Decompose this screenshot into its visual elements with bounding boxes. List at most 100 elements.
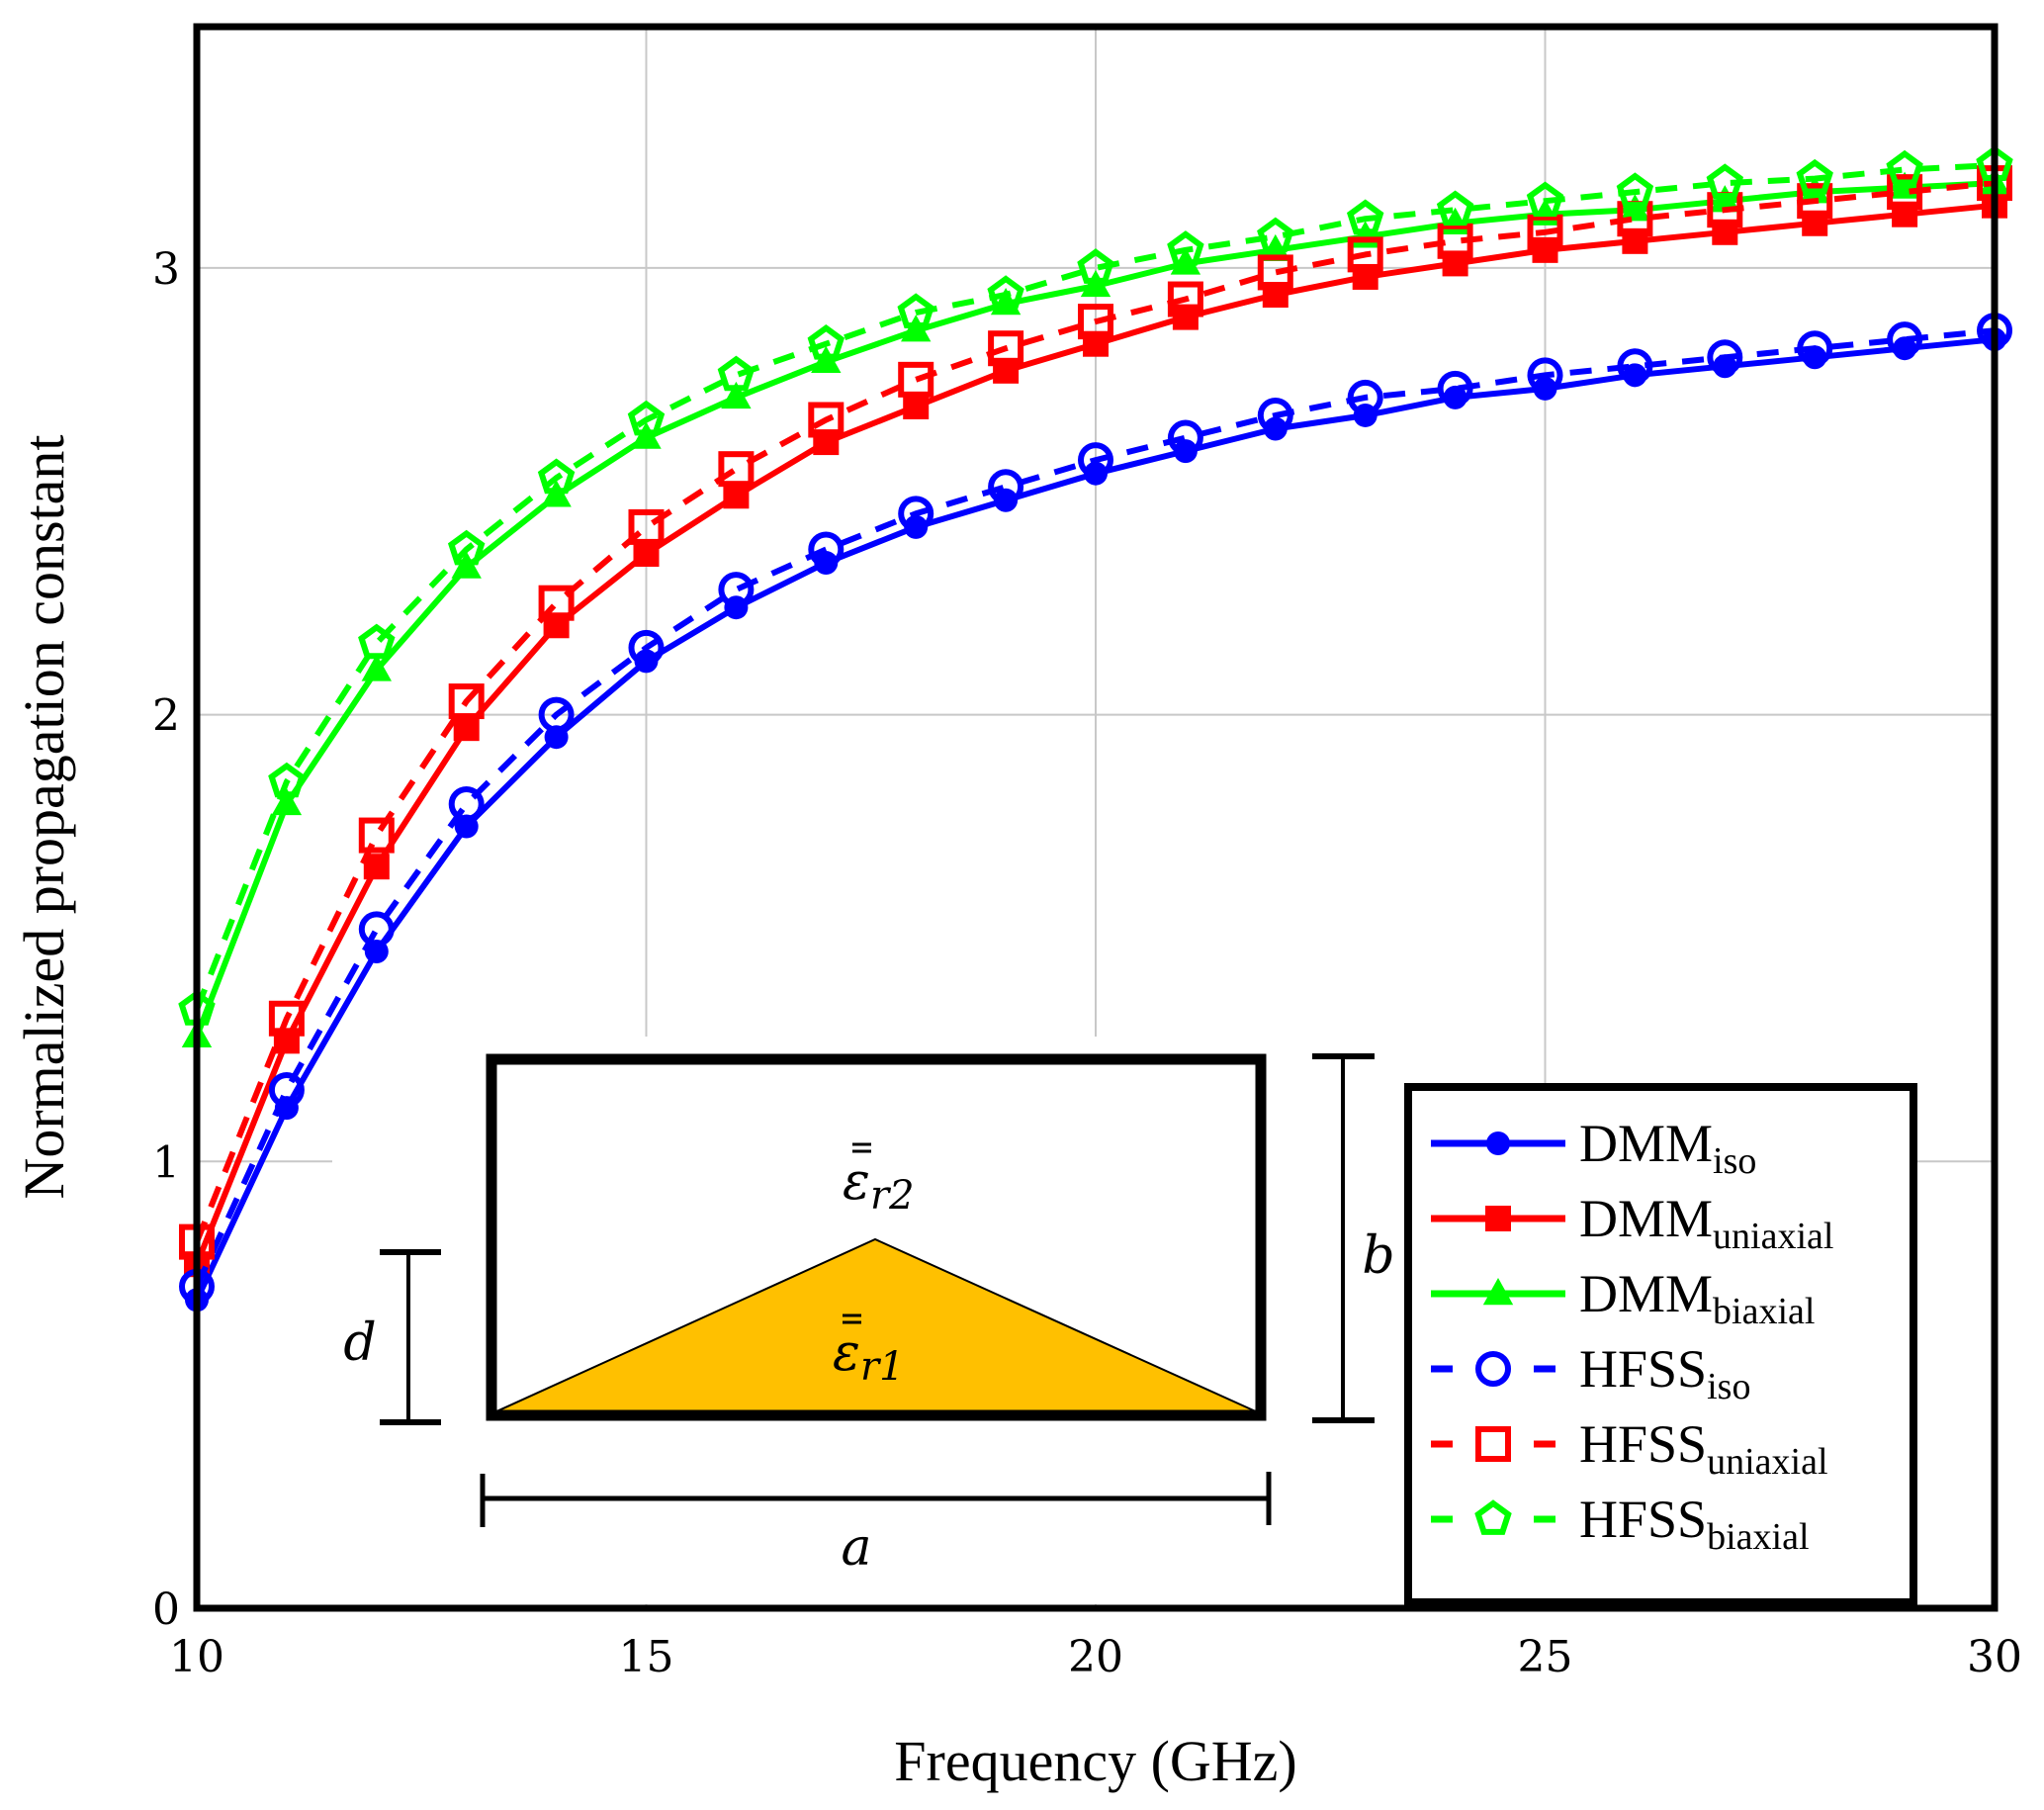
data-point: [1077, 248, 1114, 284]
svg-text:r2: r2: [870, 1173, 915, 1219]
y-tick-label: 2: [152, 691, 180, 742]
data-point: [1172, 304, 1199, 330]
data-point: [1887, 321, 1923, 358]
tick-labels: 10 15 20 25 30 0 1 2 3: [152, 244, 2022, 1682]
legend-label-subscript: uniaxial: [1713, 1216, 1833, 1257]
series-hfss-iso: [179, 313, 2012, 1305]
series-layer: [178, 145, 2013, 1312]
data-point: [538, 585, 575, 621]
series-line: [194, 327, 1996, 1289]
data-point: [1347, 379, 1383, 415]
y-tick-label: 1: [152, 1137, 180, 1188]
data-point: [721, 381, 752, 409]
data-point: [903, 393, 930, 419]
a-label: a: [841, 1518, 871, 1578]
data-point: [1167, 419, 1203, 456]
data-point: [1078, 304, 1113, 340]
data-point: [718, 451, 755, 488]
data-point: [453, 715, 480, 742]
x-tick-label: 30: [1967, 1632, 2022, 1682]
data-point: [1617, 348, 1653, 385]
data-point: [1167, 230, 1204, 266]
x-tick-label: 25: [1518, 1632, 1573, 1682]
data-point: [538, 696, 575, 733]
data-point: [1797, 183, 1833, 220]
data-point: [1347, 236, 1383, 273]
legend-label-subscript: iso: [1713, 1140, 1756, 1182]
data-point: [1437, 223, 1473, 259]
x-tick-label: 10: [169, 1632, 224, 1682]
data-point: [723, 483, 750, 509]
series-line: [194, 162, 1996, 1011]
series-line: [194, 180, 1996, 1243]
legend-marker: [1474, 1499, 1512, 1535]
data-point: [988, 330, 1024, 367]
data-point: [628, 629, 665, 666]
y-axis-title: Normalized propagation constant: [12, 434, 76, 1199]
data-point: [897, 293, 934, 328]
legend-entry: HFSSuniaxial: [1431, 1414, 1828, 1483]
data-point: [1257, 254, 1293, 291]
series-hfss-biaxial: [178, 145, 2013, 1026]
data-point: [358, 817, 395, 854]
data-point: [358, 911, 395, 948]
data-point: [1257, 217, 1294, 253]
data-point: [1796, 158, 1833, 195]
data-point: [717, 355, 755, 392]
data-point: [807, 323, 845, 360]
x-axis-title: Frequency (GHz): [894, 1729, 1296, 1793]
legend-marker: [1475, 1426, 1511, 1462]
data-point: [1078, 442, 1113, 479]
y-tick-label: 3: [152, 244, 180, 295]
data-point: [633, 541, 660, 567]
plot-frame: [193, 23, 1999, 1612]
data-point: [1436, 190, 1474, 226]
data-point: [718, 572, 755, 608]
data-point: [448, 683, 485, 720]
legend-label-subscript: iso: [1707, 1366, 1750, 1407]
d-label: d: [343, 1313, 376, 1373]
legend-box: [1404, 1083, 1917, 1606]
svg-text:r1: r1: [860, 1344, 905, 1390]
legend-marker: [1485, 1206, 1511, 1231]
data-point: [1527, 214, 1563, 250]
data-point: [628, 508, 665, 545]
data-point: [447, 529, 486, 566]
data-point: [1706, 163, 1744, 199]
data-point: [1887, 174, 1923, 211]
legend-label-subscript: uniaxial: [1707, 1441, 1827, 1483]
data-point: [1532, 236, 1558, 263]
legend-marker: [1482, 1278, 1514, 1306]
epsilon-r1-label: ε r1: [833, 1313, 905, 1390]
y-tick-label: 0: [152, 1584, 180, 1635]
waveguide-outline: [486, 1053, 1267, 1421]
x-tick-label: 20: [1068, 1632, 1123, 1682]
legend-marker: [1475, 1351, 1511, 1387]
data-point: [268, 762, 306, 798]
data-point: [1616, 172, 1654, 209]
legend-label: HFSSuniaxial: [1579, 1414, 1828, 1483]
data-point: [1707, 339, 1743, 376]
epsilon-r2-label: ε r2: [843, 1142, 915, 1219]
data-point: [268, 1000, 305, 1037]
data-point: [271, 787, 303, 816]
data-point: [627, 400, 666, 436]
legend-marker: [1486, 1131, 1510, 1155]
data-point: [808, 402, 844, 438]
svg-text:ε: ε: [833, 1323, 860, 1383]
svg-text:ε: ε: [843, 1152, 870, 1212]
data-point: [1437, 370, 1473, 407]
legend-label-subscript: biaxial: [1713, 1291, 1815, 1332]
data-point: [988, 469, 1024, 505]
x-tick-label: 15: [619, 1632, 674, 1682]
data-point: [361, 654, 392, 681]
data-point: [268, 1072, 305, 1109]
data-point: [537, 458, 576, 495]
data-point: [358, 623, 396, 660]
data-point: [1886, 149, 1923, 186]
b-label: b: [1362, 1226, 1394, 1286]
data-point: [1346, 199, 1384, 235]
data-point: [898, 361, 934, 398]
legend: DMMisoDMMuniaxialDMMbiaxialHFSSisoHFSSun…: [1404, 1083, 1917, 1606]
